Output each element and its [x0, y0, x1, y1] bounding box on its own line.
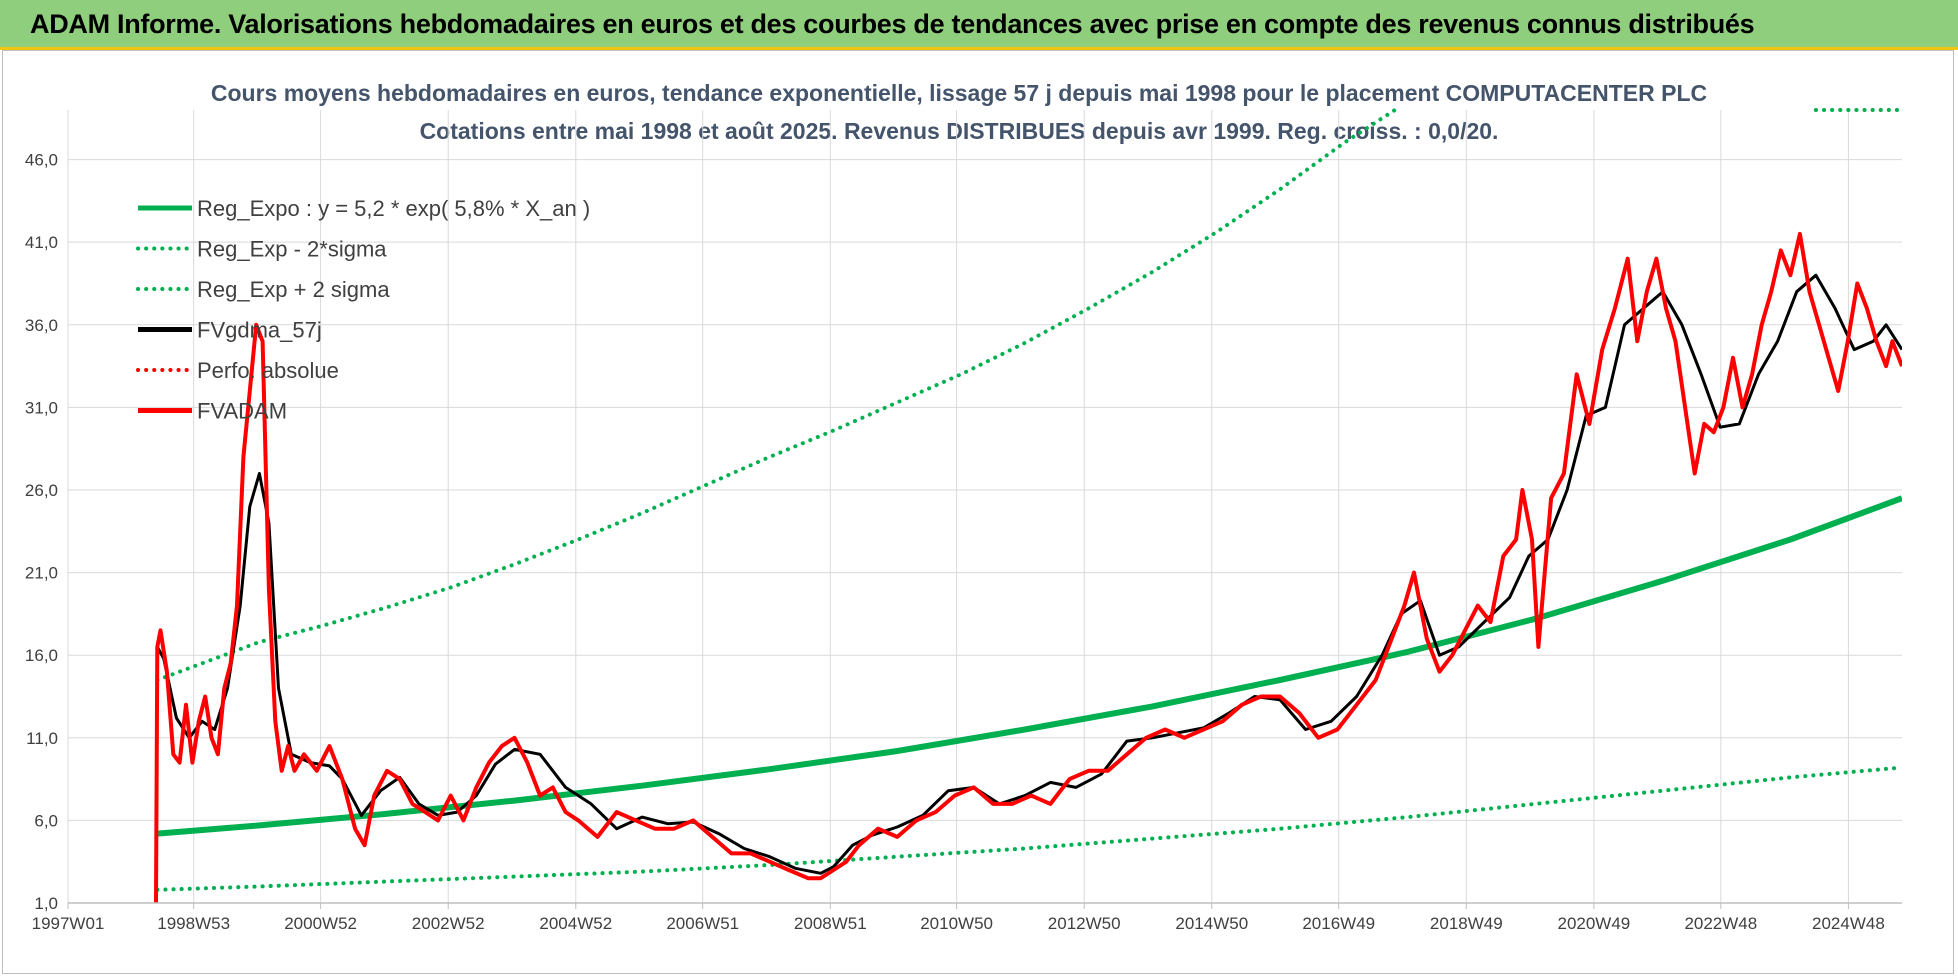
legend-label: Perfo. absolue: [197, 358, 339, 383]
report-title: ADAM Informe. Valorisations hebdomadaire…: [30, 9, 1755, 39]
series-lines: [154, 108, 1902, 903]
x-tick-label: 2022W48: [1684, 914, 1757, 933]
x-tick-label: 2014W50: [1175, 914, 1248, 933]
y-tick-label: 1,0: [34, 894, 58, 913]
y-tick-label: 36,0: [25, 316, 58, 335]
x-tick-label: 2024W48: [1812, 914, 1885, 933]
legend-label: Reg_Exp + 2 sigma: [197, 277, 390, 302]
y-tick-label: 26,0: [25, 481, 58, 500]
x-tick-label: 2018W49: [1430, 914, 1503, 933]
legend-label: Reg_Expo : y = 5,2 * exp( 5,8% * X_an ): [197, 196, 590, 221]
y-tick-label: 41,0: [25, 233, 58, 252]
report-banner: ADAM Informe. Valorisations hebdomadaire…: [0, 0, 1958, 50]
y-tick-label: 6,0: [34, 811, 58, 830]
y-tick-label: 31,0: [25, 398, 58, 417]
y-tick-label: 21,0: [25, 564, 58, 583]
x-tick-label: 1998W53: [157, 914, 230, 933]
x-tick-label: 2006W51: [666, 914, 739, 933]
chart-subtitle: Cotations entre mai 1998 et août 2025. R…: [419, 118, 1499, 144]
legend-label: Reg_Exp - 2*sigma: [197, 237, 387, 262]
x-tick-label: 2002W52: [412, 914, 485, 933]
legend-label: FVADAM: [197, 399, 287, 424]
series-line-4: [155, 273, 1902, 875]
x-tick-label: 2020W49: [1557, 914, 1630, 933]
chart-title: Cours moyens hebdomadaires en euros, ten…: [210, 80, 1708, 106]
axes: 1,0 6,0 11,0 16,0 21,0 26,0 31,0 36,0 41,0 46,0 19…: [25, 151, 1902, 933]
x-tick-label: 2016W49: [1302, 914, 1375, 933]
legend: Reg_Expo : y = 5,2 * exp( 5,8% * X_an ) R…: [136, 196, 590, 424]
x-tick-label: 2000W52: [284, 914, 357, 933]
y-tick-label: 16,0: [25, 646, 58, 665]
y-tick-label: 11,0: [26, 729, 58, 748]
series-line-1: [155, 765, 1902, 892]
x-tick-label: 2010W50: [920, 914, 993, 933]
x-tick-label: 2008W51: [794, 914, 867, 933]
series-line-0: [157, 495, 1902, 837]
x-tick-label: 1997W01: [32, 914, 105, 933]
series-line-6: [154, 231, 1902, 903]
legend-label: FVgdma_57j: [197, 318, 322, 343]
x-tick-label: 2004W52: [539, 914, 612, 933]
x-tick-label: 2012W50: [1048, 914, 1121, 933]
y-tick-label: 46,0: [25, 151, 58, 170]
series-line-2: [155, 108, 1397, 682]
